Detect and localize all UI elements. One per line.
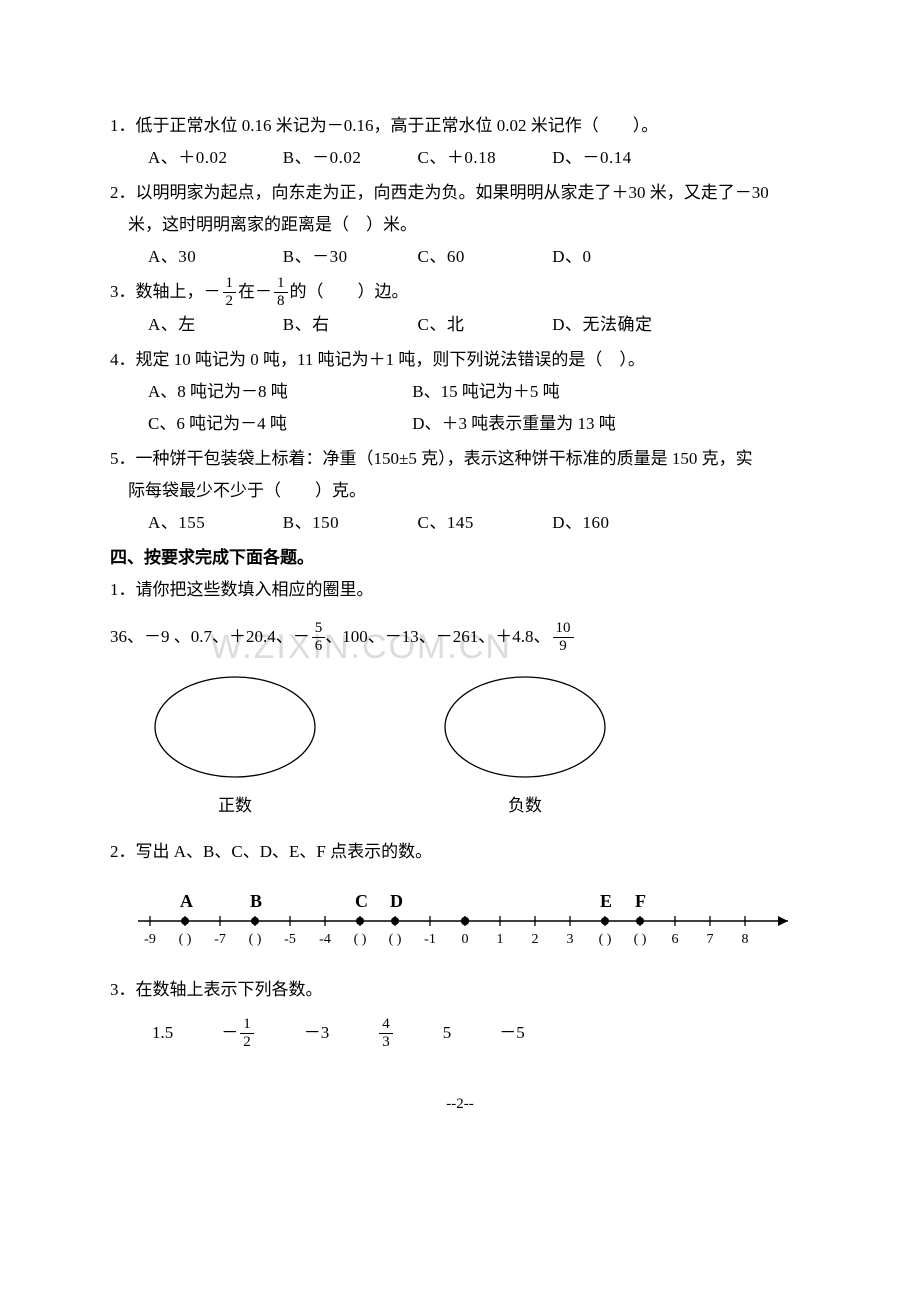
- q2-text: 2．以明明家为起点，向东走为正，向西走为负。如果明明从家走了＋30 米，又走了－…: [110, 177, 810, 209]
- s4q2-text: 2．写出 A、B、C、D、E、F 点表示的数。: [110, 836, 810, 868]
- svg-text:-1: -1: [424, 932, 436, 947]
- s4q1-nums-a: 36、－9 、0.7、＋20.4、－: [110, 621, 310, 653]
- q3-opt-c: C、北: [418, 309, 548, 341]
- s4q1-frac2: 10 9: [553, 620, 574, 654]
- q5-opt-d: D、160: [552, 507, 609, 539]
- svg-text:2: 2: [532, 932, 539, 947]
- q3-opt-d: D、无法确定: [552, 309, 652, 341]
- svg-text:-4: -4: [319, 932, 331, 947]
- s4q3-v3: －3: [304, 1017, 330, 1049]
- q3-options: A、左 B、右 C、北 D、无法确定: [110, 309, 810, 341]
- q3-suffix: 的（ ）边。: [290, 276, 409, 308]
- s4q3-v4: 4 3: [379, 1016, 393, 1050]
- q3-frac1: 1 2: [223, 275, 237, 309]
- s4q3-v1: 1.5: [152, 1017, 173, 1049]
- q5-text2: 际每袋最少不少于（ ）克。: [110, 475, 810, 507]
- q1-opt-b: B、－0.02: [283, 142, 413, 174]
- q5-opt-c: C、145: [418, 507, 548, 539]
- svg-text:8: 8: [742, 932, 749, 947]
- ovals-row: 正数 负数: [150, 672, 810, 822]
- q3-mid: 在－: [238, 276, 272, 308]
- question-1: 1．低于正常水位 0.16 米记为－0.16，高于正常水位 0.02 米记作（ …: [110, 110, 810, 175]
- q5-opt-a: A、155: [148, 507, 278, 539]
- oval-negative-label: 负数: [508, 790, 542, 822]
- oval-negative-shape: [440, 672, 610, 782]
- s4q3-v5: 5: [443, 1017, 452, 1049]
- svg-text:( ): ( ): [389, 932, 402, 947]
- svg-text:F: F: [635, 891, 646, 911]
- q4-opt-a: A、8 吨记为－8 吨: [148, 376, 408, 408]
- q2-options: A、30 B、－30 C、60 D、0: [110, 241, 810, 273]
- s4-question-1: 1．请你把这些数填入相应的圈里。 36、－9 、0.7、＋20.4、－ 5 6 …: [110, 574, 810, 823]
- q3-frac2: 1 8: [274, 275, 288, 309]
- q4-opt-b: B、15 吨记为＋5 吨: [412, 382, 559, 401]
- q2-text2: 米，这时明明离家的距离是（ ）米。: [110, 209, 810, 241]
- q2-opt-c: C、60: [418, 241, 548, 273]
- s4-question-3: 3．在数轴上表示下列各数。 1.5 － 1 2 －3 4 3 5 －5: [110, 974, 810, 1050]
- q2-opt-a: A、30: [148, 241, 278, 273]
- q2-opt-b: B、－30: [283, 241, 413, 273]
- q1-text: 1．低于正常水位 0.16 米记为－0.16，高于正常水位 0.02 米记作（ …: [110, 110, 810, 142]
- q2-opt-d: D、0: [552, 241, 591, 273]
- number-line-svg: A B C D E F -9 ( ) -7 ( ) -5 -4 ( ) ( ) -1 0 1 2 3 ( ) ( ) 6…: [128, 879, 808, 949]
- q1-opt-d: D、－0.14: [552, 142, 632, 174]
- svg-text:7: 7: [707, 932, 714, 947]
- question-4: 4．规定 10 吨记为 0 吨，11 吨记为＋1 吨，则下列说法错误的是（ ）。…: [110, 344, 810, 441]
- svg-text:D: D: [390, 891, 403, 911]
- q3-opt-a: A、左: [148, 309, 278, 341]
- question-3: 3．数轴上，－ 1 2 在－ 1 8 的（ ）边。 A、左 B、右 C、北 D、…: [110, 275, 810, 341]
- q5-options: A、155 B、150 C、145 D、160: [110, 507, 810, 539]
- q4-text: 4．规定 10 吨记为 0 吨，11 吨记为＋1 吨，则下列说法错误的是（ ）。: [110, 344, 810, 376]
- oval-negative: 负数: [440, 672, 610, 822]
- s4-question-2: 2．写出 A、B、C、D、E、F 点表示的数。 A B C D E F -9 ( ) -7 ( …: [110, 836, 810, 960]
- q4-opt-d: D、＋3 吨表示重量为 13 吨: [412, 414, 616, 433]
- oval-positive: 正数: [150, 672, 320, 822]
- oval-positive-shape: [150, 672, 320, 782]
- svg-text:-9: -9: [144, 932, 156, 947]
- q1-opt-a: A、＋0.02: [148, 142, 278, 174]
- q1-opt-c: C、＋0.18: [418, 142, 548, 174]
- q5-text: 5．一种饼干包装袋上标着：净重（150±5 克），表示这种饼干标准的质量是 15…: [110, 443, 810, 475]
- s4q1-nums-b: 、100、－13、－261、＋4.8、: [325, 621, 550, 653]
- question-2: 2．以明明家为起点，向东走为正，向西走为负。如果明明从家走了＋30 米，又走了－…: [110, 177, 810, 274]
- svg-text:E: E: [600, 891, 612, 911]
- svg-text:1: 1: [497, 932, 504, 947]
- svg-text:( ): ( ): [179, 932, 192, 947]
- oval-positive-label: 正数: [218, 790, 252, 822]
- svg-text:0: 0: [462, 932, 469, 947]
- svg-text:( ): ( ): [249, 932, 262, 947]
- q5-opt-b: B、150: [283, 507, 413, 539]
- page-number: --2--: [110, 1090, 810, 1119]
- s4q3-v6: －5: [499, 1017, 525, 1049]
- question-5: 5．一种饼干包装袋上标着：净重（150±5 克），表示这种饼干标准的质量是 15…: [110, 443, 810, 540]
- svg-text:A: A: [180, 891, 193, 911]
- svg-text:6: 6: [672, 932, 679, 947]
- s4q1-text: 1．请你把这些数填入相应的圈里。: [110, 574, 810, 606]
- s4q3-text: 3．在数轴上表示下列各数。: [110, 974, 810, 1006]
- svg-text:( ): ( ): [354, 932, 367, 947]
- q4-opt-c: C、6 吨记为－4 吨: [148, 408, 408, 440]
- svg-text:( ): ( ): [634, 932, 647, 947]
- svg-text:C: C: [355, 891, 368, 911]
- q1-options: A、＋0.02 B、－0.02 C、＋0.18 D、－0.14: [110, 142, 810, 174]
- svg-text:B: B: [250, 891, 262, 911]
- q3-prefix: 3．数轴上，－: [110, 276, 221, 308]
- q3-opt-b: B、右: [283, 309, 413, 341]
- s4q1-frac1: 5 6: [312, 620, 326, 654]
- section-4-title: 四、按要求完成下面各题。: [110, 542, 810, 574]
- svg-text:( ): ( ): [599, 932, 612, 947]
- s4q3-v2: － 1 2: [221, 1016, 256, 1050]
- svg-text:3: 3: [567, 932, 574, 947]
- svg-text:-5: -5: [284, 932, 296, 947]
- svg-text:-7: -7: [214, 932, 226, 947]
- q4-options: A、8 吨记为－8 吨 B、15 吨记为＋5 吨 C、6 吨记为－4 吨 D、＋…: [110, 376, 810, 441]
